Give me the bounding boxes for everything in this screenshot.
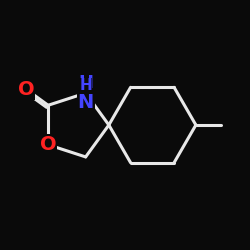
Text: H
N: H N — [78, 74, 93, 112]
Text: H: H — [79, 78, 92, 93]
Text: O: O — [18, 80, 34, 99]
Text: O: O — [40, 135, 56, 154]
Text: N: N — [78, 93, 94, 112]
